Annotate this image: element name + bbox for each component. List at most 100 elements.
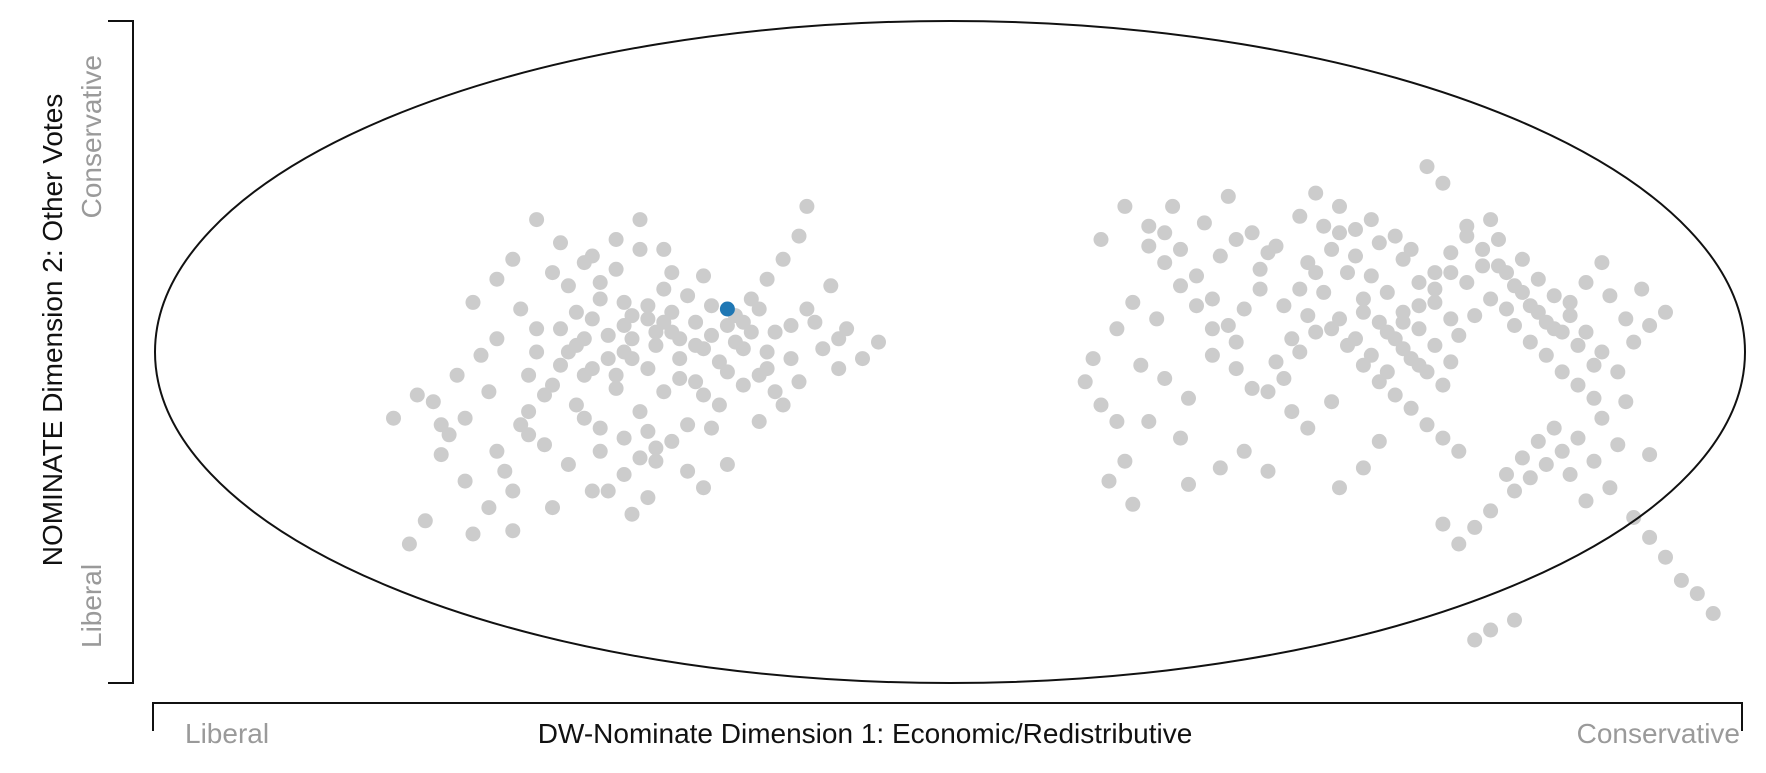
legislator-point [1618,394,1634,410]
legislator-point [1546,420,1562,436]
legislator-point [600,483,616,499]
legislator-point [1125,496,1141,512]
legislator-point [553,235,568,251]
y-axis-label: NOMINATE Dimension 2: Other Votes [37,94,68,567]
legislator-point [1324,394,1340,410]
legislator-point [1387,387,1403,403]
highlighted-legislator-point [719,301,735,317]
legislator-point [711,397,727,413]
legislator-point [1316,218,1332,234]
legislator-point [775,251,791,267]
legislator-point [640,490,656,506]
legislator-point [433,447,449,463]
legislator-point [791,374,807,390]
legislator-point [1173,278,1188,294]
legislator-point [481,500,497,516]
legislator-point [648,337,664,353]
legislator-point [592,291,608,307]
legislator-point [783,318,799,333]
legislator-point [1562,308,1578,324]
legislator-point [489,443,505,459]
legislator-point [545,265,560,281]
legislator-point [719,457,735,472]
legislator-point [1658,549,1673,565]
legislator-point [1562,294,1578,310]
legislator-point [545,500,560,516]
legislator-point [513,417,529,433]
legislator-point [1149,311,1165,327]
legislator-point [1658,304,1673,320]
legislator-point [831,361,847,377]
legislator-point [1181,390,1196,406]
legislator-point [632,241,648,257]
legislator-point [1228,334,1244,350]
legislator-point [1507,483,1522,499]
legislator-point [1348,331,1363,347]
legislator-point [1332,480,1347,496]
legislator-point [696,480,711,496]
legislator-point [743,291,759,307]
legislator-point [1642,318,1658,333]
x-axis-label: DW-Nominate Dimension 1: Economic/Redist… [538,718,1193,749]
legislator-point [441,427,457,443]
legislator-point [1189,298,1204,314]
legislator-point [791,228,807,244]
legislator-point [1586,453,1602,469]
legislator-point [704,298,719,314]
legislator-point [1244,380,1260,396]
legislator-point [1371,235,1387,251]
legislator-point [1594,255,1610,271]
legislator-point [1451,443,1467,459]
legislator-point [1538,347,1554,363]
legislator-point [505,251,521,267]
legislator-point [592,420,608,436]
legislator-point [751,301,767,317]
legislator-point [409,387,425,403]
legislator-point [688,314,704,330]
legislator-point [553,321,568,337]
legislator-point [1507,612,1522,628]
legislator-point [592,275,608,290]
legislator-point [1228,232,1244,247]
legislator-point [1459,275,1475,290]
legislator-point [648,453,664,469]
legislator-point [656,314,672,330]
legislator-point [457,410,473,426]
legislator-point [465,526,481,542]
legislator-point [600,351,616,367]
legislator-point [767,324,783,340]
legislator-point [1141,414,1157,429]
legislator-point [1212,460,1228,476]
legislator-point [664,433,680,449]
legislator-point [831,331,847,347]
legislator-point [1236,301,1252,317]
legislator-point [1355,304,1371,320]
legislator-point [1467,519,1483,535]
y-axis-bracket [108,20,134,684]
legislator-point [1443,311,1459,327]
legislator-point [1610,437,1626,453]
legislator-point [417,513,433,529]
legislator-point [521,404,537,420]
legislator-point [1292,208,1308,224]
legislator-point [608,380,624,396]
legislator-point [1300,255,1316,271]
legislator-point [1292,281,1308,297]
legislator-point [1435,516,1451,532]
legislator-point [1427,265,1443,281]
legislator-point [1546,321,1562,337]
legislator-point [1451,327,1467,343]
legislator-point [425,394,441,410]
legislator-point [1355,460,1371,476]
legislator-point [815,341,831,357]
legislator-point [473,347,489,363]
legislator-point [386,410,401,426]
legislator-point [608,232,624,247]
legislator-point [521,427,537,443]
legislator-point [505,483,521,499]
legislator-point [632,450,648,466]
legislator-point [521,367,537,383]
legislator-point [1085,351,1101,367]
legislator-point [1459,228,1475,244]
